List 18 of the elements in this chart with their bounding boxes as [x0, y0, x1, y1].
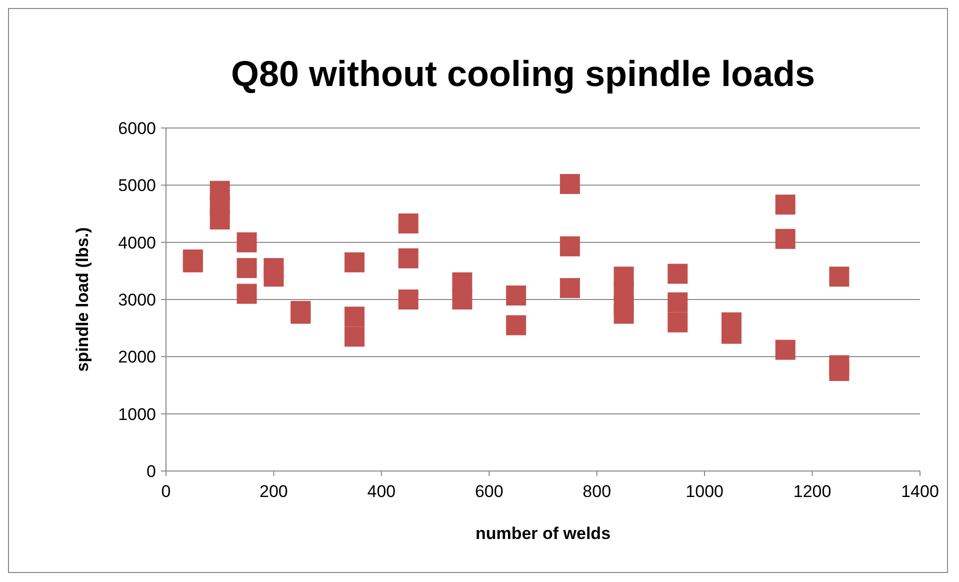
y-tick-label: 1000 — [118, 404, 156, 424]
y-tick-label: 4000 — [118, 233, 156, 252]
y-tick-label: 6000 — [118, 118, 156, 138]
x-tick-label: 600 — [474, 482, 504, 501]
x-tick-label: 400 — [367, 482, 396, 501]
y-tick-label: 2000 — [118, 348, 156, 367]
y-tick-label: 3000 — [118, 290, 156, 310]
y-tick-label: 5000 — [118, 176, 156, 196]
x-tick-label: 200 — [260, 482, 288, 501]
x-tick-label: 0 — [161, 482, 171, 501]
x-tick-label: 800 — [582, 482, 612, 501]
x-tick-label: 1000 — [686, 482, 724, 501]
y-tick-label: 0 — [146, 462, 156, 481]
y-axis-title: spindle load (lbs.) — [73, 227, 92, 372]
x-tick-label: 1400 — [901, 482, 939, 501]
x-tick-label: 1200 — [793, 482, 832, 501]
x-axis-title: number of welds — [475, 524, 611, 543]
chart-title: Q80 without cooling spindle loads — [230, 53, 816, 94]
